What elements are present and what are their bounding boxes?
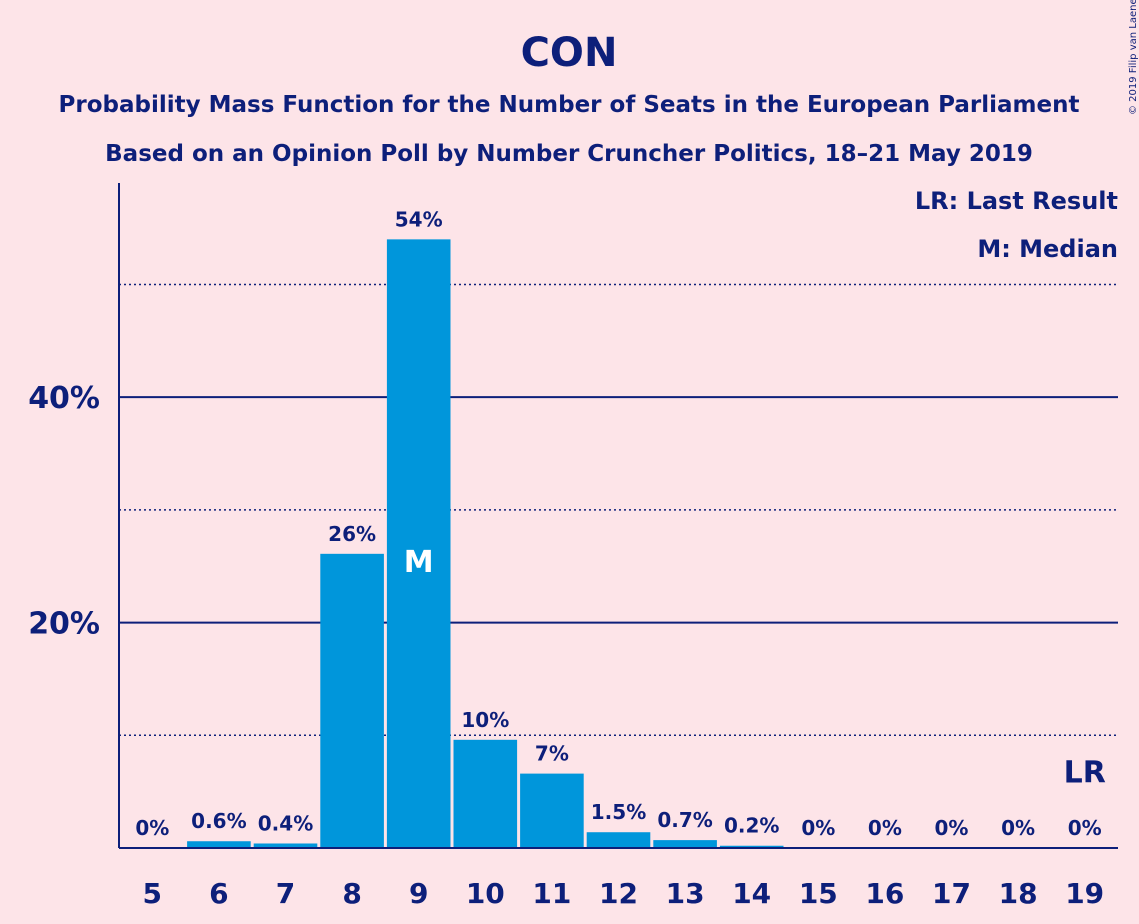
data-label-5: 0% bbox=[135, 816, 169, 840]
chart-subtitle-line-1: Probability Mass Function for the Number… bbox=[59, 92, 1080, 118]
bar-7 bbox=[253, 843, 318, 848]
x-tick-label-14: 14 bbox=[732, 877, 771, 910]
data-label-10: 10% bbox=[461, 708, 509, 732]
x-tick-label-12: 12 bbox=[599, 877, 638, 910]
chart-subtitle-line-2: Based on an Opinion Poll by Number Crunc… bbox=[105, 141, 1033, 167]
legend-last-result: LR: Last Result bbox=[915, 187, 1118, 215]
x-tick-label-17: 17 bbox=[932, 877, 971, 910]
bar-13 bbox=[653, 840, 717, 848]
last-result-marker: LR bbox=[1064, 756, 1106, 791]
data-label-15: 0% bbox=[801, 816, 835, 840]
x-tick-label-10: 10 bbox=[466, 877, 505, 910]
axes: 20% 40% bbox=[28, 183, 1118, 849]
x-tick-label-6: 6 bbox=[209, 877, 228, 910]
copyright-notice: © 2019 Filip van Laenen bbox=[1128, 0, 1139, 115]
data-label-19: 0% bbox=[1068, 816, 1102, 840]
data-label-9: 54% bbox=[395, 207, 443, 231]
x-tick-label-9: 9 bbox=[409, 877, 428, 910]
median-marker: M bbox=[404, 545, 434, 580]
data-label-14: 0.2% bbox=[724, 814, 779, 838]
data-label-17: 0% bbox=[935, 816, 969, 840]
x-tick-label-8: 8 bbox=[342, 877, 361, 910]
bar-12 bbox=[586, 832, 651, 848]
x-tick-label-16: 16 bbox=[865, 877, 904, 910]
chart-title: CON bbox=[521, 30, 618, 76]
x-tick-label-13: 13 bbox=[666, 877, 705, 910]
bar-10 bbox=[453, 739, 518, 848]
legend-median: M: Median bbox=[977, 235, 1118, 263]
bar-11 bbox=[520, 773, 584, 848]
x-tick-label-18: 18 bbox=[999, 877, 1038, 910]
data-label-7: 0.4% bbox=[258, 811, 313, 835]
bar-6 bbox=[187, 841, 251, 848]
data-label-8: 26% bbox=[328, 522, 376, 546]
y-tick-label-40: 40% bbox=[28, 381, 100, 416]
x-tick-label-19: 19 bbox=[1065, 877, 1104, 910]
x-tick-label-7: 7 bbox=[276, 877, 295, 910]
data-label-12: 1.5% bbox=[591, 800, 646, 824]
data-label-16: 0% bbox=[868, 816, 902, 840]
gridlines bbox=[119, 283, 1118, 737]
data-label-11: 7% bbox=[535, 742, 569, 766]
x-tick-label-11: 11 bbox=[532, 877, 571, 910]
bar-14 bbox=[719, 845, 784, 848]
data-label-18: 0% bbox=[1001, 816, 1035, 840]
data-label-13: 0.7% bbox=[657, 808, 712, 832]
data-labels: 0% 5 0.6% 6 0.4% 7 26% 8 54% 9 M 10% 10 7% 11 1.5% 12 0.7… bbox=[135, 207, 1105, 910]
data-label-6: 0.6% bbox=[191, 809, 246, 833]
y-tick-label-20: 20% bbox=[28, 607, 100, 642]
bar-8 bbox=[320, 553, 384, 848]
x-tick-label-15: 15 bbox=[799, 877, 838, 910]
bar-9 bbox=[386, 239, 451, 848]
bars bbox=[187, 239, 784, 848]
x-tick-label-5: 5 bbox=[143, 877, 162, 910]
